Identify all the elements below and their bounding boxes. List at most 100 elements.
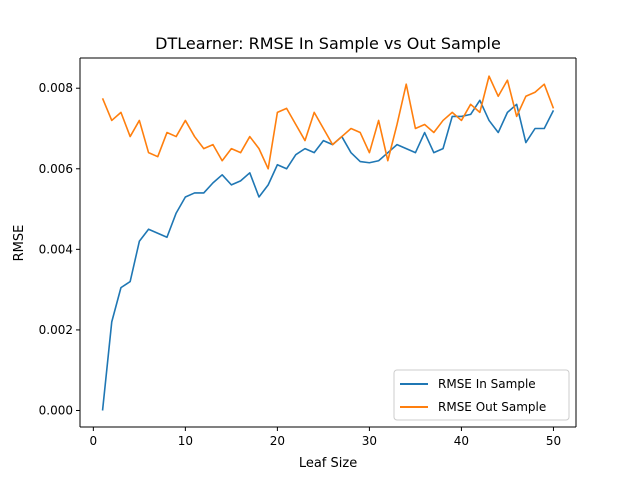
data-point [516,104,518,106]
data-point [267,184,269,186]
data-point [203,148,205,150]
data-point [507,79,509,81]
data-point [258,196,260,198]
data-point [295,124,297,126]
data-point [387,160,389,162]
data-point [157,156,159,158]
data-point [185,196,187,198]
data-point [553,110,555,112]
data-point [231,184,233,186]
data-point [240,152,242,154]
data-point [497,132,499,134]
data-point [212,144,214,146]
data-point [433,152,435,154]
data-point [424,132,426,134]
data-point [534,91,536,93]
data-point [359,132,361,134]
data-point [194,192,196,194]
data-point [442,120,444,122]
data-point [221,174,223,176]
data-point [461,120,463,122]
data-point [369,162,371,164]
data-point [111,120,113,122]
y-axis-label: RMSE [12,225,27,262]
data-point [258,148,260,150]
data-point [175,212,177,214]
data-point [405,148,407,150]
x-tick-label: 30 [362,434,377,448]
axes-spines [79,57,577,428]
data-point [231,148,233,150]
data-point [175,136,177,138]
data-point [497,95,499,97]
data-point [166,132,168,134]
data-point [323,128,325,130]
data-point [185,120,187,122]
x-tick-label: 10 [178,434,193,448]
data-point [102,410,104,412]
data-point [553,108,555,110]
data-point [120,112,122,114]
x-axis-label: Leaf Size [299,456,357,471]
x-tick-label: 40 [454,434,469,448]
data-point [479,99,481,101]
data-point [470,114,472,116]
data-point [507,112,509,114]
data-point [378,160,380,162]
data-point [534,128,536,130]
data-point [488,75,490,77]
data-point [479,112,481,114]
y-tick-label: 0.006 [39,162,73,176]
data-point [461,116,463,118]
data-point [212,182,214,184]
data-point [111,321,113,323]
data-point [451,116,453,118]
data-point [470,104,472,106]
data-point [543,128,545,130]
y-tick-label: 0.000 [39,403,73,417]
data-point [129,136,131,138]
legend-box [393,369,570,421]
data-point [313,112,315,114]
data-point [139,240,141,242]
data-point [405,83,407,85]
legend-label-out-sample: RMSE Out Sample [438,400,546,414]
y-axis: 0.000 0.002 0.004 0.006 0.008 [39,81,80,417]
data-point [249,136,251,138]
data-point [304,148,306,150]
legend-label-in-sample: RMSE In Sample [438,377,536,391]
data-point [221,160,223,162]
data-point [350,152,352,154]
data-point [525,95,527,97]
data-point [378,120,380,122]
data-point [194,136,196,138]
data-point [313,152,315,154]
data-point [148,228,150,230]
data-point [129,281,131,283]
data-point [286,168,288,170]
y-tick-label: 0.002 [39,323,73,337]
data-point [332,144,334,146]
series-line-in-sample [101,99,555,411]
data-point [157,232,159,234]
plot-area [80,58,576,427]
data-point [323,140,325,142]
data-point [396,124,398,126]
data-point [543,83,545,85]
data-point [415,128,417,130]
x-tick-label: 0 [90,434,98,448]
data-point [433,132,435,134]
data-point [424,124,426,126]
data-point [350,128,352,130]
data-point [166,236,168,238]
x-tick-label: 20 [270,434,285,448]
y-tick-label: 0.004 [39,242,73,256]
y-tick-label: 0.008 [39,81,73,95]
data-point [249,172,251,174]
data-point [387,152,389,154]
data-point [102,97,104,99]
data-point [120,287,122,289]
chart-title: DTLearner: RMSE In Sample vs Out Sample [155,34,501,53]
data-point [396,144,398,146]
